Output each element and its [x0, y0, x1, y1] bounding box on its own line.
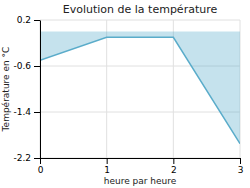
chart: 0 1 2 3 0.2 -0.6 -1.4 -2.2 Evolution de la tempé… — [0, 0, 250, 188]
line — [40, 37, 240, 143]
tick-mark — [240, 158, 241, 164]
plot: 0 1 2 3 0.2 -0.6 -1.4 -2.2 — [13, 15, 243, 175]
x-axis-title: heure par heure — [104, 176, 177, 186]
y-axis-title: Température en °C — [1, 47, 11, 133]
grid — [40, 20, 240, 158]
tick-mark — [173, 158, 174, 164]
x-axis: 0 1 2 3 — [38, 158, 244, 175]
tick-label: 0 — [38, 165, 44, 175]
tick: 2 — [171, 158, 177, 175]
area — [40, 32, 240, 144]
grid-line — [40, 20, 41, 158]
y-axis: 0.2 -0.6 -1.4 -2.2 — [13, 15, 40, 163]
tick-mark — [34, 20, 40, 21]
grid-line — [40, 20, 240, 21]
axis-line — [41, 158, 241, 159]
grid-line — [106, 20, 107, 158]
tick-mark — [107, 158, 108, 164]
tick: 0.2 — [17, 15, 40, 25]
tick-mark — [34, 112, 40, 113]
tick-label: -1.4 — [13, 107, 31, 117]
tick-mark — [34, 66, 40, 67]
tick: 1 — [104, 158, 110, 175]
grid-line — [40, 112, 240, 113]
tick-label: 2 — [171, 165, 177, 175]
tick-label: 3 — [238, 165, 244, 175]
tick-label: -2.2 — [13, 153, 31, 163]
title: Evolution de la température — [63, 3, 218, 16]
marks — [40, 32, 240, 144]
grid-line — [40, 158, 240, 159]
tick: -2.2 — [13, 153, 40, 163]
tick-mark — [34, 158, 40, 159]
tick: -1.4 — [13, 107, 40, 117]
tick-label: 1 — [104, 165, 110, 175]
axis-line — [40, 21, 41, 159]
grid-line — [173, 20, 174, 158]
tick: -0.6 — [13, 61, 40, 71]
tick-label: 0.2 — [17, 15, 31, 25]
tick: 3 — [238, 158, 244, 175]
tick: 0 — [38, 158, 44, 175]
tick-label: -0.6 — [13, 61, 31, 71]
tick-mark — [40, 158, 41, 164]
